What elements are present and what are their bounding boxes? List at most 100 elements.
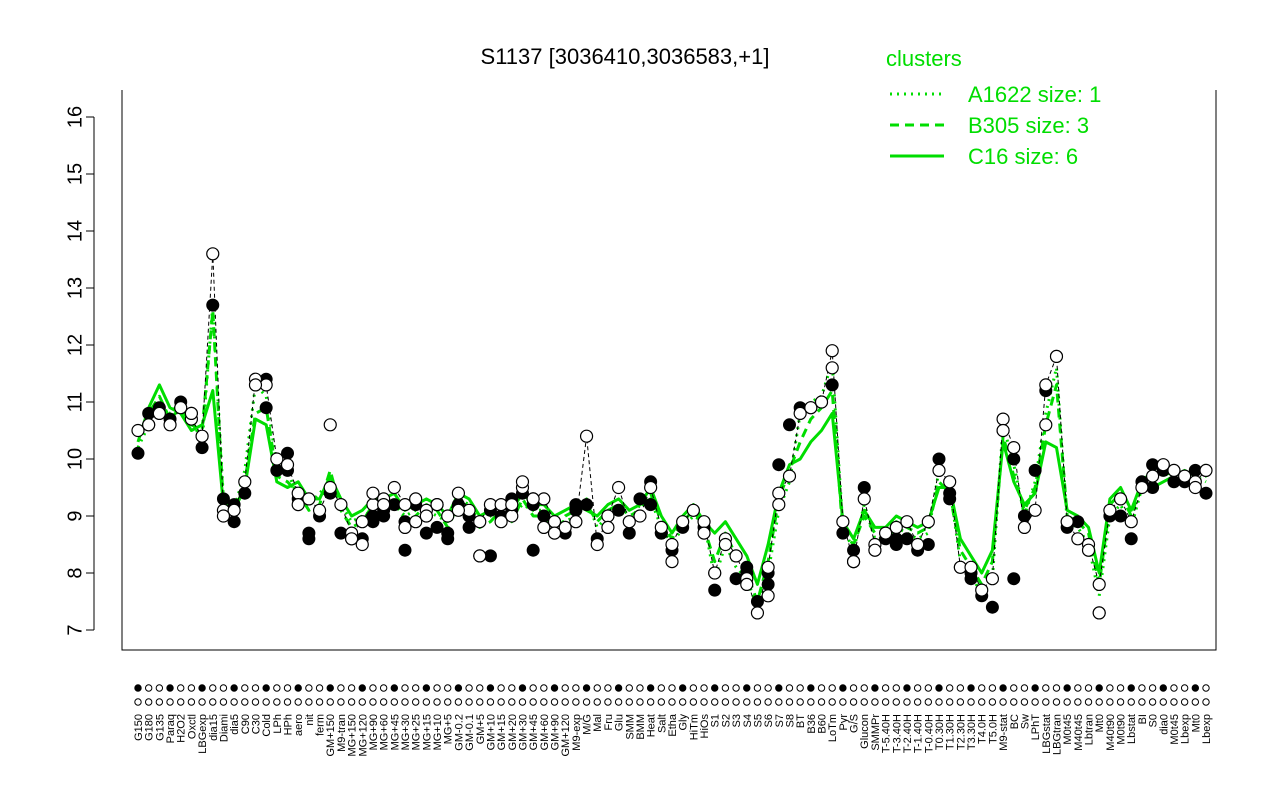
point-filled	[836, 526, 850, 540]
point-open	[814, 395, 829, 409]
y-tick-label: 11	[64, 392, 86, 413]
x-marker	[508, 684, 516, 692]
point-open	[772, 486, 786, 500]
x-marker	[881, 684, 890, 692]
point-open	[537, 520, 551, 535]
point-filled	[1114, 509, 1128, 523]
x-marker	[561, 684, 569, 692]
point-filled	[227, 515, 241, 529]
x-marker	[1042, 684, 1050, 692]
x-marker	[444, 698, 452, 706]
x-tick-label: BMM	[635, 714, 647, 740]
series-line-solid	[136, 383, 1208, 586]
x-tick-label: GM+60	[539, 714, 551, 750]
point-open	[473, 549, 487, 563]
point-open	[291, 498, 305, 512]
x-marker	[1180, 684, 1189, 692]
legend: clusters A1622 size: 1 B305 size: 3 C16 si…	[886, 46, 1101, 169]
x-marker	[817, 698, 826, 706]
x-marker	[593, 698, 601, 706]
x-marker	[144, 684, 153, 692]
x-tick-label: HiOs	[699, 714, 711, 739]
point-open	[291, 486, 305, 500]
x-marker	[401, 684, 409, 692]
point-open	[1178, 469, 1192, 483]
point-open	[676, 515, 690, 529]
point-filled	[1017, 509, 1031, 523]
x-tick-label: LoTm	[827, 714, 839, 742]
x-marker	[871, 684, 879, 692]
point-filled	[644, 498, 658, 512]
point-open	[943, 475, 957, 489]
point-open	[921, 515, 935, 529]
x-marker	[454, 684, 463, 692]
point-open	[152, 406, 166, 420]
x-marker	[358, 684, 366, 692]
point-open	[697, 526, 711, 540]
point-open	[195, 429, 209, 443]
point-filled	[441, 532, 455, 546]
x-tick-label: H2O2	[176, 714, 188, 743]
point-open	[697, 515, 711, 529]
x-tick-label: Mt0	[1094, 714, 1106, 732]
x-tick-label: BC	[1009, 714, 1021, 729]
point-open	[547, 526, 562, 540]
x-marker	[433, 698, 441, 706]
x-marker	[604, 698, 612, 706]
x-marker	[134, 684, 142, 692]
x-marker	[1170, 684, 1178, 692]
x-tick-label: M0t45	[1062, 714, 1074, 745]
point-filled	[195, 441, 209, 455]
x-marker	[411, 684, 420, 692]
x-marker	[166, 684, 174, 692]
point-filled	[633, 492, 647, 506]
point-open	[547, 515, 562, 529]
x-marker	[636, 698, 644, 706]
point-open	[558, 520, 572, 535]
point-filled	[398, 543, 412, 557]
x-marker	[1052, 698, 1061, 706]
x-marker	[678, 684, 687, 692]
x-marker	[839, 698, 847, 706]
point-open	[451, 503, 465, 517]
x-tick-label: LBGexp	[197, 714, 209, 754]
x-marker	[1148, 698, 1157, 706]
x-marker	[881, 698, 890, 706]
x-marker	[1127, 698, 1135, 706]
x-marker	[1138, 698, 1146, 706]
point-filled	[889, 532, 903, 546]
x-marker	[700, 684, 708, 692]
x-marker	[1042, 698, 1050, 706]
x-tick-label: T-3.40H	[891, 714, 903, 753]
x-marker	[817, 684, 826, 692]
x-marker	[668, 698, 676, 706]
point-open	[227, 503, 241, 517]
x-tick-label: MG+15	[421, 714, 433, 750]
point-filled	[238, 486, 252, 500]
chart-title: S1137 [3036410,3036583,+1]	[481, 44, 770, 69]
x-marker	[283, 684, 292, 692]
point-open	[900, 515, 914, 529]
point-filled	[1007, 572, 1021, 586]
point-open	[665, 554, 679, 569]
point-filled	[964, 572, 978, 586]
point-open	[665, 537, 679, 552]
x-marker	[999, 684, 1007, 692]
x-tick-label: Paraq	[165, 714, 177, 743]
x-marker	[764, 684, 772, 692]
point-filled	[612, 503, 626, 517]
x-marker	[572, 684, 580, 692]
x-marker	[1095, 698, 1103, 706]
point-open	[846, 554, 861, 569]
point-open	[355, 515, 369, 529]
x-tick-label: M9-stat	[998, 714, 1010, 751]
x-tick-label: HiTm	[688, 714, 700, 740]
point-open	[1092, 577, 1106, 592]
x-marker	[497, 698, 505, 706]
x-tick-label: Sw	[1019, 714, 1031, 729]
point-open	[441, 509, 455, 523]
point-open	[1007, 441, 1021, 455]
point-open	[184, 406, 198, 420]
x-marker	[1138, 684, 1146, 692]
x-tick-label: MG+150	[347, 714, 359, 757]
